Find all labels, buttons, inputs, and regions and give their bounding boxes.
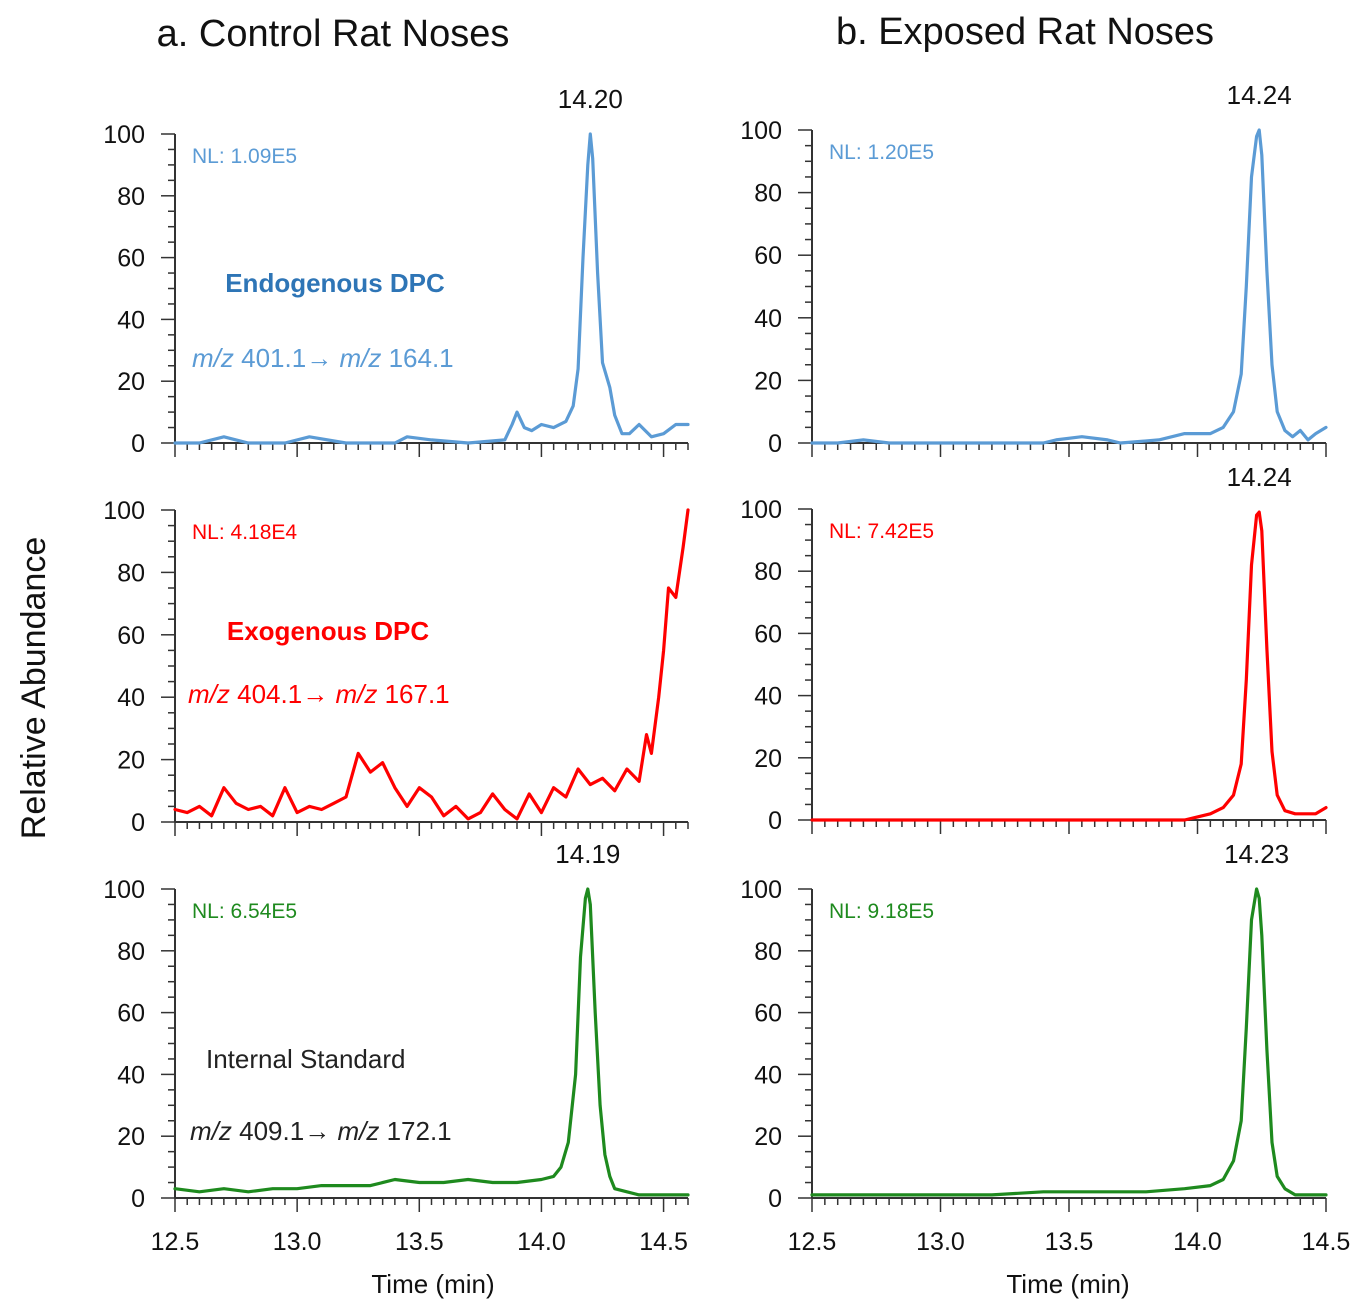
peak-label: 14.24 xyxy=(1227,80,1292,110)
x-tick-label: 13.5 xyxy=(1045,1228,1094,1256)
y-tick-label: 0 xyxy=(768,430,782,458)
panel-b-internal: 0 20 40 60 80 100 12.5 13.0 13.5 14.0 14.5 NL: 9.18… xyxy=(740,839,1350,1256)
x-tick-label: 13.5 xyxy=(395,1228,444,1256)
y-tick-label: 100 xyxy=(740,496,782,524)
x-tick-label: 12.5 xyxy=(788,1228,837,1256)
y-tick-label: 80 xyxy=(117,183,145,211)
y-tick-label: 60 xyxy=(754,242,782,270)
peak-label: 14.20 xyxy=(558,84,623,114)
panel-b-endogenous: 0 20 40 60 80 100 NL: 1.20E5 14.24 xyxy=(740,80,1328,458)
y-tick-label: 40 xyxy=(754,683,782,711)
y-tick-label: 20 xyxy=(117,747,145,775)
nl-label: NL: 4.18E4 xyxy=(192,521,297,544)
y-tick-label: 60 xyxy=(117,1000,145,1028)
y-tick-label: 100 xyxy=(740,876,782,904)
annotation-endogenous-mz: m/z 401.1→ m/z 164.1 xyxy=(192,343,454,373)
trace-a-internal xyxy=(173,887,690,1197)
x-tick-label: 14.5 xyxy=(639,1228,688,1256)
x-tick-label: 13.0 xyxy=(916,1228,965,1256)
y-tick-label: 20 xyxy=(754,1123,782,1151)
y-tick-label: 60 xyxy=(117,622,145,650)
panel-a-internal: 0 20 40 60 80 100 12.5 13.0 13.5 14.0 14.5 NL: 6.54… xyxy=(103,839,690,1256)
nl-label: NL: 7.42E5 xyxy=(829,520,934,543)
x-axis-label-left: Time (min) xyxy=(371,1269,494,1299)
trace-b-internal xyxy=(810,887,1328,1197)
y-tick-label: 20 xyxy=(754,745,782,773)
y-tick-label: 80 xyxy=(754,558,782,586)
trace-b-endogenous xyxy=(810,128,1328,445)
trace-a-exogenous xyxy=(173,508,690,821)
nl-label: NL: 1.20E5 xyxy=(829,141,934,164)
nl-label: NL: 6.54E5 xyxy=(192,900,297,923)
y-tick-label: 80 xyxy=(117,938,145,966)
y-tick-label: 40 xyxy=(754,1061,782,1089)
y-tick-label: 80 xyxy=(754,938,782,966)
y-tick-label: 100 xyxy=(103,876,145,904)
y-tick-label: 0 xyxy=(131,809,145,837)
x-axis-label-right: Time (min) xyxy=(1006,1269,1129,1299)
annotation-internal-mz: m/z 409.1→ m/z 172.1 xyxy=(190,1116,452,1146)
annotation-internal-title: Internal Standard xyxy=(206,1044,405,1074)
y-tick-label: 20 xyxy=(117,1123,145,1151)
y-tick-label: 20 xyxy=(754,367,782,395)
y-tick-label: 100 xyxy=(103,121,145,149)
y-tick-label: 40 xyxy=(754,305,782,333)
y-tick-label: 40 xyxy=(117,1061,145,1089)
nl-label: NL: 9.18E5 xyxy=(829,900,934,923)
y-tick-label: 80 xyxy=(117,559,145,587)
peak-label: 14.23 xyxy=(1224,839,1289,869)
x-tick-label: 14.0 xyxy=(1173,1228,1222,1256)
trace-a-endogenous xyxy=(173,132,690,445)
y-axis-label: Relative Abundance xyxy=(15,537,53,839)
y-tick-label: 20 xyxy=(117,368,145,396)
y-tick-label: 60 xyxy=(117,245,145,273)
y-tick-label: 0 xyxy=(131,1185,145,1213)
annotation-exogenous-title: Exogenous DPC xyxy=(227,616,429,646)
nl-label: NL: 1.09E5 xyxy=(192,145,297,168)
y-tick-label: 100 xyxy=(740,117,782,145)
annotation-endogenous-title: Endogenous DPC xyxy=(225,268,445,298)
panel-a-endogenous: 0 20 40 60 80 100 NL: 1.09E5 14.20 xyxy=(103,84,690,458)
y-tick-label: 60 xyxy=(754,620,782,648)
x-tick-label: 14.5 xyxy=(1302,1228,1351,1256)
x-tick-label: 12.5 xyxy=(151,1228,200,1256)
peak-label: 14.24 xyxy=(1227,462,1292,492)
annotation-exogenous-mz: m/z 404.1→ m/z 167.1 xyxy=(188,679,450,709)
y-tick-label: 80 xyxy=(754,180,782,208)
x-tick-label: 13.0 xyxy=(273,1228,322,1256)
y-tick-label: 60 xyxy=(754,1000,782,1028)
column-title-control: a. Control Rat Noses xyxy=(157,13,510,55)
y-tick-label: 0 xyxy=(768,1185,782,1213)
y-tick-label: 0 xyxy=(768,807,782,835)
trace-b-exogenous xyxy=(810,510,1328,822)
y-tick-label: 100 xyxy=(103,497,145,525)
peak-label: 14.19 xyxy=(555,839,620,869)
y-tick-label: 40 xyxy=(117,306,145,334)
y-tick-label: 0 xyxy=(131,430,145,458)
panel-a-exogenous: 0 20 40 60 80 100 NL: 4.18E4 xyxy=(103,497,690,837)
y-tick-label: 40 xyxy=(117,684,145,712)
x-tick-label: 14.0 xyxy=(517,1228,566,1256)
panel-b-exogenous: 0 20 40 60 80 100 NL: 7.42E5 14.24 xyxy=(740,462,1328,835)
chart-panels: 0 20 40 60 80 100 NL: 1.09E5 14.20 0 20 40 60 80 100 N… xyxy=(103,80,1350,1256)
column-title-exposed: b. Exposed Rat Noses xyxy=(836,11,1214,53)
